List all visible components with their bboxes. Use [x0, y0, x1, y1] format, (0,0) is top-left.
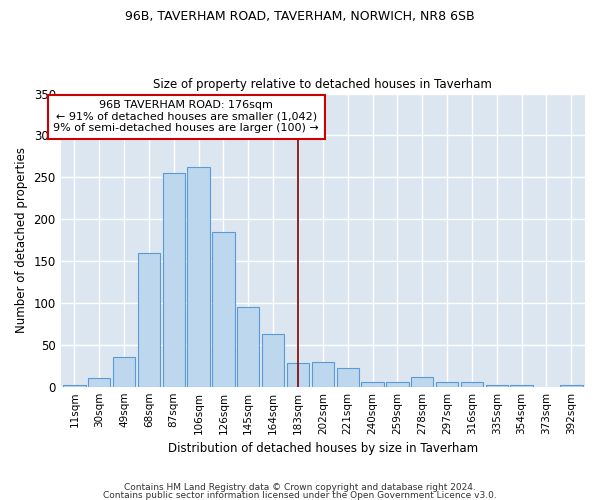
Bar	[212, 232, 235, 386]
Bar	[88, 378, 110, 386]
Bar	[337, 368, 359, 386]
Text: Contains public sector information licensed under the Open Government Licence v3: Contains public sector information licen…	[103, 490, 497, 500]
Bar	[187, 168, 210, 386]
Bar	[138, 252, 160, 386]
Bar	[436, 382, 458, 386]
Text: Contains HM Land Registry data © Crown copyright and database right 2024.: Contains HM Land Registry data © Crown c…	[124, 484, 476, 492]
Bar	[311, 362, 334, 386]
Bar	[560, 385, 583, 386]
Text: 96B, TAVERHAM ROAD, TAVERHAM, NORWICH, NR8 6SB: 96B, TAVERHAM ROAD, TAVERHAM, NORWICH, N…	[125, 10, 475, 23]
Bar	[485, 385, 508, 386]
Bar	[237, 307, 259, 386]
Bar	[287, 363, 309, 386]
Bar	[113, 358, 135, 386]
Text: 96B TAVERHAM ROAD: 176sqm
← 91% of detached houses are smaller (1,042)
9% of sem: 96B TAVERHAM ROAD: 176sqm ← 91% of detac…	[53, 100, 319, 134]
X-axis label: Distribution of detached houses by size in Taverham: Distribution of detached houses by size …	[168, 442, 478, 455]
Bar	[163, 173, 185, 386]
Bar	[262, 334, 284, 386]
Bar	[411, 378, 433, 386]
Bar	[361, 382, 384, 386]
Y-axis label: Number of detached properties: Number of detached properties	[15, 147, 28, 333]
Title: Size of property relative to detached houses in Taverham: Size of property relative to detached ho…	[154, 78, 492, 91]
Bar	[461, 382, 483, 386]
Bar	[63, 385, 86, 386]
Bar	[511, 385, 533, 386]
Bar	[386, 382, 409, 386]
